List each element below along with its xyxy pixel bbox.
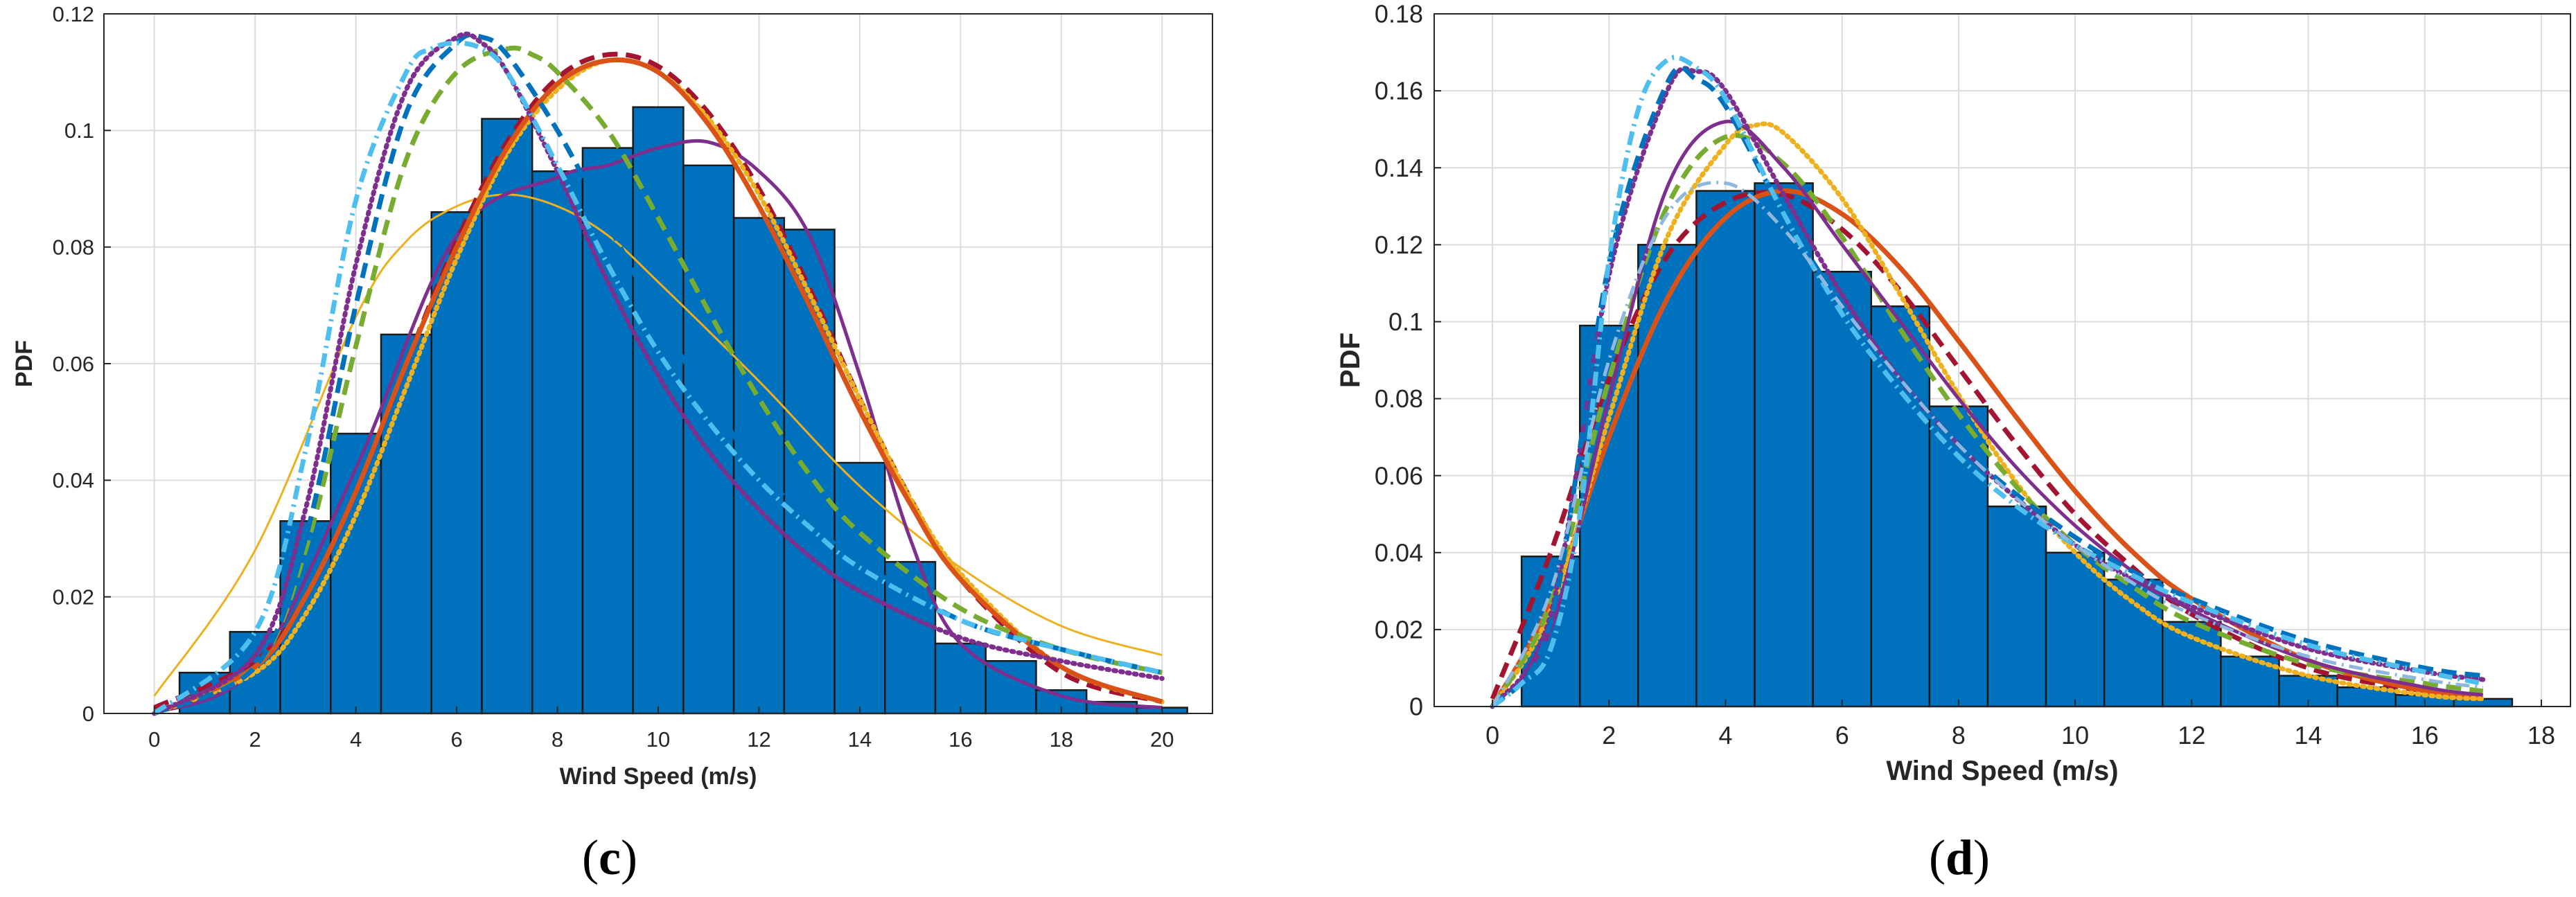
x-tick-label: 0 [148, 727, 160, 752]
y-tick-label: 0.02 [53, 585, 94, 610]
x-tick-label: 10 [646, 727, 670, 752]
x-tick-label: 6 [450, 727, 462, 752]
y-tick-label: 0.12 [1375, 231, 1423, 259]
y-tick-label: 0.06 [1375, 461, 1423, 490]
x-tick-label: 12 [747, 727, 770, 752]
histogram-bar [1637, 244, 1697, 708]
pdf-curve-fit-green-dashed [1490, 133, 2484, 708]
histogram-bar [833, 461, 886, 715]
y-tick-label: 0.02 [1375, 615, 1423, 643]
y-tick-label: 0.1 [1388, 308, 1423, 336]
x-tick-label: 16 [2411, 721, 2439, 749]
pdf-curve-fit-orange-solid [1490, 188, 2484, 708]
y-axis-ticks-c: 0 0.02 0.04 0.06 0.08 0.1 0.12 [53, 2, 111, 726]
plot-frame-c [103, 13, 1213, 714]
y-axis-ticks-d: 0 0.02 0.04 0.06 0.08 0.1 0.12 0.14 0.16 0.18 [1375, 0, 1441, 721]
y-tick-label: 0.12 [53, 2, 94, 26]
y-tick-label: 0.16 [1375, 77, 1423, 105]
plot-frame-d [1433, 13, 2571, 707]
x-tick-label: 14 [848, 727, 872, 752]
x-tick-label: 2 [249, 727, 261, 752]
x-tick-label: 16 [949, 727, 972, 752]
x-tick-label: 2 [1602, 721, 1616, 749]
y-tick-label: 0.06 [53, 352, 94, 376]
histogram-bar [1812, 270, 1873, 708]
y-tick-label: 0.08 [1375, 384, 1423, 413]
fit-curves-c [152, 31, 1165, 716]
pdf-curve-fit-blue-dashed [153, 32, 1163, 716]
chart-panel-d: 0 2 4 6 8 10 12 14 16 18 0 0.02 0.04 0.06 0.08 0.1 0.12… [1335, 0, 2571, 786]
histogram-bar [732, 217, 786, 715]
pdf-curve-fit-cyan-dashdot [1490, 55, 2484, 709]
caption-d: (d) [1929, 830, 1990, 885]
x-tick-label: 4 [1718, 721, 1732, 749]
caption-c-label: c [599, 830, 621, 885]
y-tick-label: 0.04 [53, 468, 94, 492]
pdf-curve-fit-purple-solid [1491, 119, 2484, 708]
histogram-bar [1754, 182, 1814, 708]
x-tick-label: 4 [350, 727, 362, 752]
histogram-bar [1870, 305, 1931, 708]
y-tick-label: 0 [1409, 693, 1423, 721]
histogram-bar [682, 164, 735, 715]
pdf-curve-fit-purple-dotted [152, 31, 1165, 716]
x-tick-label: 18 [2528, 721, 2555, 749]
x-axis-label-c: Wind Speed (m/s) [560, 763, 757, 790]
histogram-bar [481, 118, 533, 715]
pdf-curve-fit-darkred-dashed [1490, 190, 2484, 702]
x-tick-label: 6 [1835, 721, 1849, 749]
x-tick-label: 0 [1485, 721, 1499, 749]
histogram-bar [2103, 578, 2164, 708]
x-tick-label: 18 [1050, 727, 1073, 752]
pdf-curve-fit-green-dashed [153, 45, 1163, 716]
y-tick-label: 0.08 [53, 236, 94, 260]
histogram-bar [531, 170, 584, 715]
x-tick-label: 14 [2295, 721, 2322, 749]
y-tick-label: 0.04 [1375, 538, 1423, 567]
histogram-bar [1986, 505, 2047, 708]
x-tick-label: 12 [2178, 721, 2205, 749]
x-tick-label: 8 [1952, 721, 1966, 749]
histogram-bar [934, 642, 987, 715]
y-tick-label: 0.14 [1375, 154, 1423, 182]
x-axis-ticks-c: 0 2 4 6 8 10 12 14 16 18 20 [148, 707, 1174, 752]
caption-d-open: ( [1929, 830, 1946, 885]
pdf-curve-fit-cyan-dashdot [152, 40, 1163, 716]
pdf-curve-fit-purple-solid [153, 139, 1163, 716]
histogram-bar [1928, 405, 1989, 708]
x-tick-label: 20 [1150, 727, 1174, 752]
histogram-bar [2162, 621, 2222, 708]
y-tick-label: 0 [82, 702, 94, 726]
y-axis-label-c: PDF [11, 340, 37, 387]
caption-d-close: ) [1973, 830, 1990, 885]
x-axis-ticks-d: 0 2 4 6 8 10 12 14 16 18 [1485, 700, 2555, 749]
x-axis-label-d: Wind Speed (m/s) [1886, 756, 2118, 786]
y-tick-label: 0.18 [1375, 0, 1423, 28]
fit-curves-d [1490, 55, 2486, 709]
pdf-curve-fit-yellow-dotted [1490, 121, 2486, 709]
caption-c-close: ) [621, 830, 637, 885]
x-tick-label: 10 [2061, 721, 2089, 749]
x-tick-label: 8 [552, 727, 563, 752]
caption-c-open: ( [582, 830, 599, 885]
caption-d-label: d [1946, 830, 1973, 885]
y-tick-label: 0.1 [64, 118, 94, 143]
caption-c: (c) [582, 830, 637, 885]
y-axis-label-d: PDF [1335, 332, 1366, 388]
histogram-bar [581, 147, 634, 715]
pdf-curve-fit-orange-solid [153, 57, 1163, 716]
histogram-bar [380, 333, 432, 715]
histogram-bar [1695, 190, 1756, 708]
chart-panel-c: 0 2 4 6 8 10 12 14 16 18 20 0 0.02 0.04 0.06 0.08 0.1 0.… [11, 2, 1213, 790]
histogram-bar [632, 106, 685, 715]
histogram-bar [2045, 551, 2106, 708]
